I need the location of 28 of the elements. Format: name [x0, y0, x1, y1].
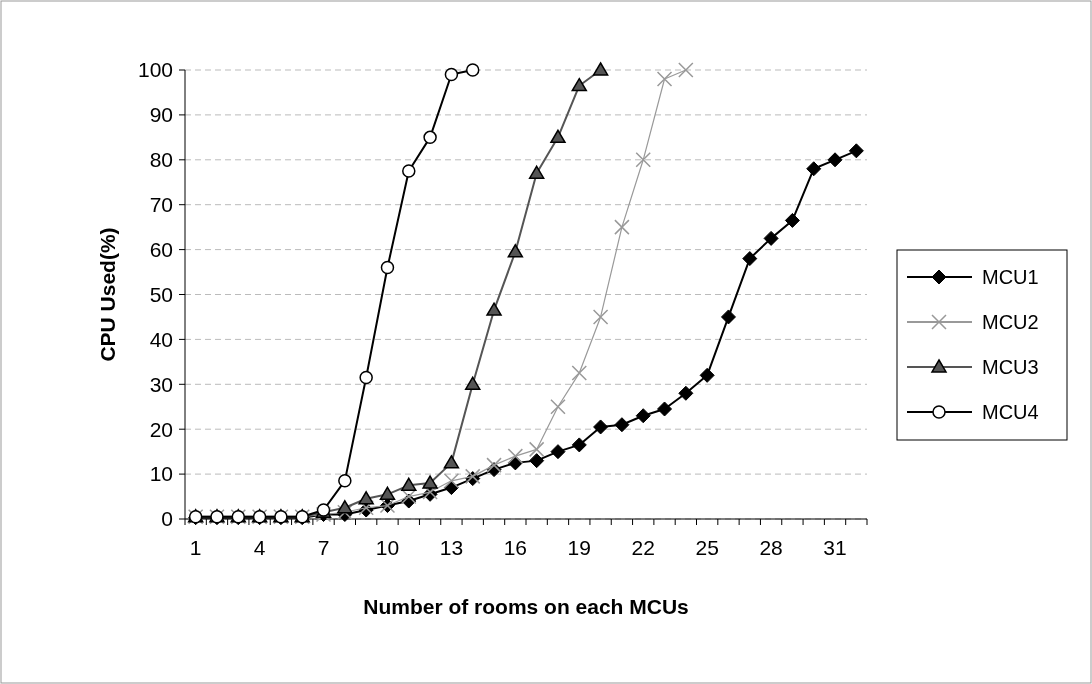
x-tick-label: 22 [631, 536, 655, 559]
y-tick-label: 80 [149, 148, 173, 172]
y-tick-label: 30 [149, 372, 173, 396]
legend-label: MCU1 [982, 266, 1039, 288]
y-tick-label: 10 [149, 462, 173, 486]
x-tick-label: 7 [317, 536, 330, 559]
x-axis-title: Number of rooms on each MCUs [363, 595, 689, 618]
y-tick-label: 60 [149, 237, 173, 261]
legend-label: MCU4 [982, 401, 1039, 423]
y-tick-label: 20 [149, 417, 173, 441]
x-tick-label: 1 [189, 536, 202, 559]
y-tick-label: 0 [161, 507, 173, 531]
x-tick-label: 25 [695, 536, 719, 559]
legend-label: MCU3 [982, 356, 1039, 378]
x-tick-label: 19 [567, 536, 591, 559]
y-tick-label: 90 [149, 103, 173, 127]
legend-label: MCU2 [982, 311, 1039, 333]
y-axis-title: CPU Used(%) [96, 227, 119, 362]
y-tick-label: 40 [149, 327, 173, 351]
x-tick-label: 13 [439, 536, 464, 559]
y-tick-label: 70 [149, 193, 173, 217]
x-tick-label: 31 [823, 536, 847, 559]
x-tick-label: 16 [503, 536, 528, 559]
x-tick-label: 28 [759, 536, 783, 559]
y-tick-label: 100 [137, 58, 173, 82]
y-tick-label: 50 [149, 282, 173, 306]
x-tick-label: 4 [253, 536, 266, 559]
x-tick-label: 10 [375, 536, 400, 559]
